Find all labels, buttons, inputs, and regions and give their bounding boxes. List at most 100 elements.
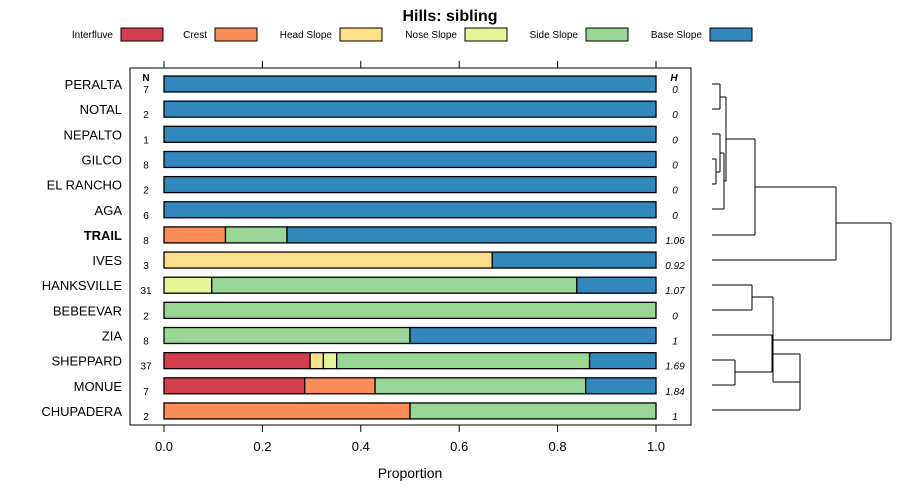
row-label: ZIA [102, 329, 123, 344]
bar-segment [374, 377, 587, 395]
n-value: 3 [143, 261, 149, 272]
h-value: 1.06 [665, 236, 685, 247]
x-tick-label: 0.2 [253, 439, 271, 454]
dendro-link [712, 334, 773, 373]
x-axis: 0.0 0.2 0.4 0.6 0.8 1.0 [155, 425, 665, 454]
h-value: 1 [672, 337, 678, 348]
legend-label: Side Slope [530, 30, 579, 41]
n-value: 2 [143, 110, 149, 121]
bar-segment [304, 377, 376, 395]
n-value: 2 [143, 186, 149, 197]
dendro-link [773, 222, 892, 341]
h-value: 1 [672, 412, 678, 423]
legend-label: Interfluve [72, 30, 114, 41]
row-label: IVES [92, 253, 122, 268]
h-header: H [670, 73, 678, 84]
h-value: 0 [672, 186, 678, 197]
legend-swatch [709, 27, 753, 42]
n-value: 6 [143, 211, 149, 222]
x-tick-label: 1.0 [647, 439, 665, 454]
bar-segment [163, 100, 657, 118]
n-value: 37 [140, 362, 152, 373]
row-label: MONUE [74, 379, 123, 394]
x-tick-label: 0.8 [549, 439, 567, 454]
bar-segment [163, 326, 411, 345]
n-value: 2 [143, 311, 149, 322]
h-value: 0 [672, 160, 678, 171]
h-value: 0 [672, 135, 678, 146]
n-value: 2 [143, 412, 149, 423]
bar-segment [163, 251, 493, 269]
bar-rows: PERALTA 7 0 NOTAL 2 0 NEPALTO 1 0 GILCO 8 0 EL RANCH… [41, 75, 685, 423]
h-value: 0 [672, 85, 678, 96]
h-value: 0 [672, 211, 678, 222]
h-value: 1.69 [665, 362, 685, 373]
x-axis-label: Proportion [378, 465, 443, 481]
legend-swatch [585, 27, 629, 42]
h-value: 0 [672, 110, 678, 121]
bar-segment [163, 301, 657, 320]
bar-segment [309, 351, 325, 370]
row-label: HANKSVILLE [42, 278, 123, 293]
bar-segment [163, 175, 657, 194]
top-axis-ticks [163, 61, 657, 68]
row-label: PERALTA [65, 77, 123, 92]
h-value: 0 [672, 311, 678, 322]
row-label: EL RANCHO [47, 178, 122, 193]
dendro-link [712, 359, 736, 386]
dendro-link [712, 83, 721, 110]
bar-segment [163, 75, 657, 93]
bar-segment [163, 402, 411, 420]
n-value: 7 [143, 387, 149, 398]
row-label: GILCO [82, 152, 122, 167]
row-label: BEBEEVAR [53, 303, 122, 318]
bar-segment [211, 276, 578, 294]
chart-title: Hills: sibling [402, 8, 497, 25]
n-value: 8 [143, 337, 149, 348]
bar-segment [163, 125, 657, 143]
bar-segment [163, 201, 657, 219]
legend-swatch [464, 27, 508, 42]
dendro-link [712, 152, 725, 210]
legend-swatch [339, 27, 383, 42]
h-value: 0.92 [665, 261, 685, 272]
h-value: 1.07 [665, 286, 685, 297]
dendro-link [712, 158, 717, 185]
row-label: TRAIL [84, 228, 122, 243]
x-tick-label: 0.4 [352, 439, 370, 454]
dendro-link [712, 284, 753, 311]
dendro-link [720, 96, 727, 182]
legend-label: Head Slope [280, 30, 333, 41]
bar-segment [163, 351, 311, 370]
legend-label: Nose Slope [405, 30, 457, 41]
bar-segment [163, 377, 306, 395]
bar-segment [409, 326, 657, 345]
h-value: 1.84 [665, 387, 685, 398]
bar-segment [491, 251, 657, 269]
bar-segment [584, 377, 657, 395]
x-tick-label: 0.6 [450, 439, 468, 454]
legend-label: Crest [183, 30, 207, 41]
bar-segment [224, 226, 288, 244]
legend-swatch [214, 27, 258, 42]
dendro-link [712, 186, 837, 261]
bar-segment [163, 150, 657, 169]
bar-segment [163, 276, 213, 294]
bar-segment [163, 226, 227, 244]
legend-swatch [120, 27, 164, 42]
bar-segment [336, 351, 591, 370]
row-label: SHEPPARD [51, 354, 122, 369]
x-tick-label: 0.0 [155, 439, 173, 454]
bar-segment [576, 276, 657, 294]
bar-segment [588, 351, 657, 370]
n-value: 7 [143, 85, 149, 96]
dendro-link [712, 138, 756, 236]
n-value: 8 [143, 236, 149, 247]
bar-segment [409, 402, 657, 420]
row-label: AGA [95, 203, 123, 218]
n-header: N [142, 73, 149, 84]
row-label: NEPALTO [63, 127, 122, 142]
n-value: 8 [143, 160, 149, 171]
dendrogram [712, 83, 892, 411]
